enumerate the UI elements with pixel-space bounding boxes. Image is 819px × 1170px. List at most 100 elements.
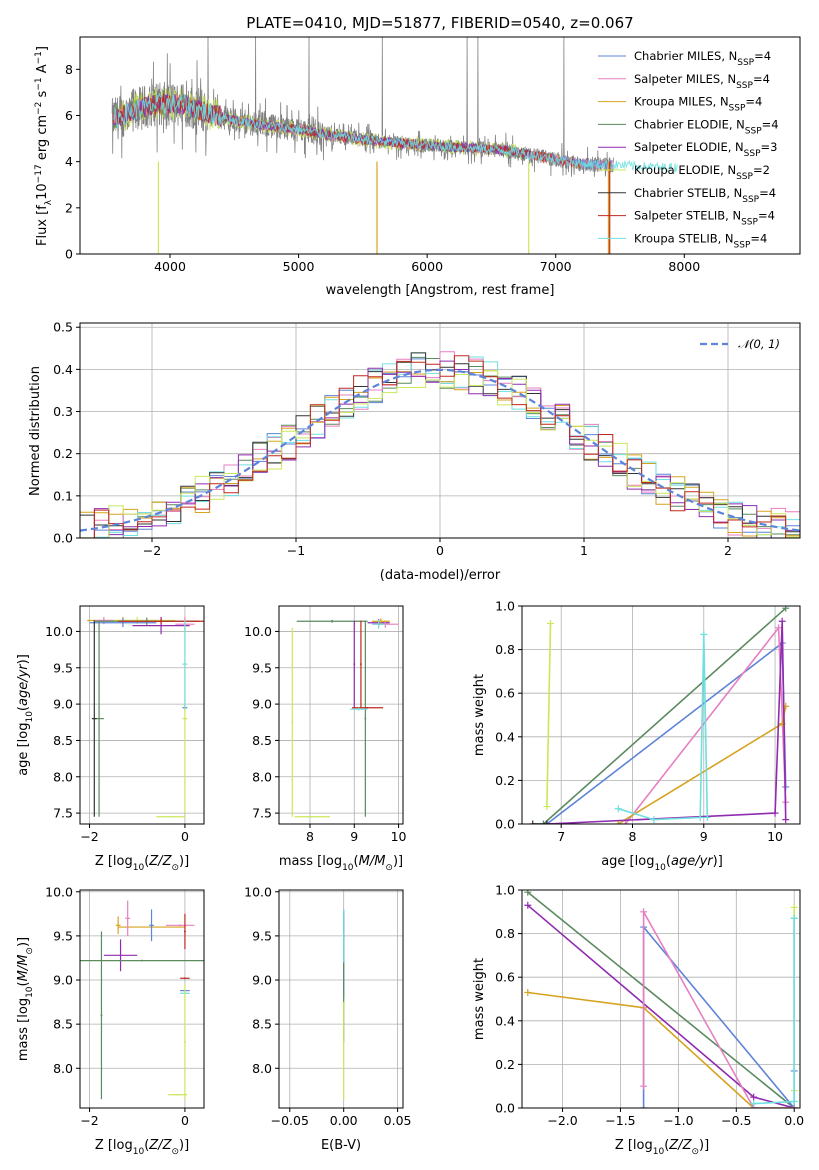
plus-marker [524, 988, 532, 996]
y-tick-label: 0.4 [53, 362, 73, 377]
y-tick-label: 8.0 [252, 1061, 272, 1076]
plot-area [529, 606, 790, 824]
plus-marker [543, 820, 551, 824]
legend-label: Salpeter MILES, NSSP=4 [634, 72, 770, 91]
y-tick-label: 8.5 [53, 733, 73, 748]
plot-area [111, 37, 678, 254]
weight-series-line [546, 623, 552, 807]
plus-marker [614, 820, 622, 824]
y-tick-label: 0.0 [495, 1101, 515, 1116]
errorbar-point [165, 924, 195, 927]
x-axis-label: (data-model)/error [380, 568, 501, 583]
legend-label: Chabrier ELODIE, NSSP=4 [634, 117, 779, 136]
x-tick-label: −1.5 [605, 1113, 635, 1128]
errorbar-point [100, 931, 103, 1100]
errorbar-point [118, 618, 204, 625]
y-tick-label: 8.0 [252, 769, 272, 784]
y-tick-label: 0.4 [495, 1013, 515, 1028]
x-tick-label: 10 [767, 829, 783, 844]
y-tick-label: 7.5 [53, 806, 73, 821]
legend-label: Chabrier MILES, NSSP=4 [634, 49, 771, 68]
y-tick-label: 7.5 [252, 806, 272, 821]
y-tick-label: 0.3 [53, 404, 73, 419]
y-tick-label: 0.0 [495, 817, 515, 832]
errorbar-point [149, 909, 154, 942]
y-tick-label: 9.5 [53, 928, 73, 943]
x-tick-label: −2 [80, 1113, 98, 1128]
legend-label: Kroupa ELODIE, NSSP=2 [634, 163, 770, 182]
plus-marker [790, 1097, 798, 1105]
errorbar-point [125, 900, 131, 936]
weight-series-line [546, 641, 787, 824]
y-tick-label: 1.0 [495, 883, 515, 898]
y-tick-label: 0.4 [495, 729, 515, 744]
y-tick-label: 0.2 [53, 446, 73, 461]
errorbar-point [291, 627, 294, 817]
weight-series-line [527, 991, 795, 1108]
plus-marker [640, 1082, 648, 1090]
weight-series-line [527, 904, 795, 1108]
x-tick-label: 5000 [283, 259, 315, 274]
plus-marker [782, 816, 790, 824]
plus-marker [790, 903, 798, 911]
plot-area [87, 616, 204, 818]
axes-frame [521, 605, 801, 825]
axes-frame [79, 605, 205, 825]
plus-marker [621, 820, 629, 824]
gaussian-curve [80, 368, 800, 532]
plus-marker [696, 813, 704, 821]
plus-marker [547, 619, 555, 627]
weight-series-line [542, 607, 787, 824]
errorbar-point [183, 913, 186, 950]
errorbar-point [349, 707, 368, 711]
panel-mass-vs-EBV: −0.05 0.00 0.05 8.0 8.5 9.0 9.5 10.0 [244, 884, 411, 1128]
x-axis-label: age [log10(age/yr)] [601, 854, 723, 873]
errorbar-point [91, 620, 97, 817]
weight-series-line [642, 918, 795, 1108]
y-tick-label: 9.5 [252, 928, 272, 943]
y-tick-label: 9.5 [53, 660, 73, 675]
y-tick-label: 9.5 [252, 660, 272, 675]
x-tick-label: 9 [700, 829, 708, 844]
y-tick-label: 0.0 [53, 531, 73, 546]
y-axis-label: mass weight [472, 674, 487, 756]
errorbar-point [296, 619, 368, 623]
axes-frame [79, 322, 801, 539]
y-tick-label: 0.5 [53, 320, 73, 335]
y-tick-label: 9.0 [53, 697, 73, 712]
y-tick-label: 6 [65, 108, 73, 123]
weight-series-line [642, 908, 795, 1108]
x-tick-label: 0 [181, 829, 189, 844]
y-tick-label: 2 [65, 200, 73, 215]
y-tick-label: 8 [65, 62, 73, 77]
y-tick-label: 0.2 [495, 773, 515, 788]
y-tick-label: 10.0 [244, 884, 272, 899]
panel-weight-vs-age: 7 8 9 10 0.0 0.2 0.4 0.6 0.8 1.0 [495, 599, 801, 844]
chart-title: PLATE=0410, MJD=51877, FIBERID=0540, z=0… [246, 14, 633, 32]
y-tick-label: 0.6 [495, 686, 515, 701]
legend-label: Kroupa STELIB, NSSP=4 [634, 231, 767, 250]
legend-label: Salpeter STELIB, NSSP=4 [634, 209, 775, 228]
errorbar-point [372, 619, 386, 629]
x-tick-label: 0 [436, 543, 444, 558]
y-tick-label: 10.0 [45, 624, 73, 639]
x-tick-label: −1.0 [663, 1113, 693, 1128]
x-tick-label: −2 [143, 543, 161, 558]
y-tick-label: 8.5 [53, 1017, 73, 1032]
legend-label: 𝒩(0, 1) [738, 337, 780, 351]
plus-marker [524, 901, 532, 909]
plus-marker [750, 1100, 758, 1108]
errorbar-point [156, 816, 185, 818]
plot-area [80, 351, 800, 538]
plus-marker [778, 617, 786, 625]
errorbar-point [183, 984, 186, 1100]
x-tick-label: 7000 [540, 259, 572, 274]
x-tick-label: −1 [287, 543, 305, 558]
plus-marker [614, 805, 622, 813]
errorbar-point [352, 707, 384, 709]
weight-series-line [753, 918, 795, 1105]
plus-marker [524, 890, 532, 896]
legend-label: Chabrier STELIB, NSSP=4 [634, 186, 776, 205]
x-axis-label: Z [log10(Z/Z⊙)] [95, 1138, 189, 1157]
y-tick-label: 0.2 [495, 1057, 515, 1072]
